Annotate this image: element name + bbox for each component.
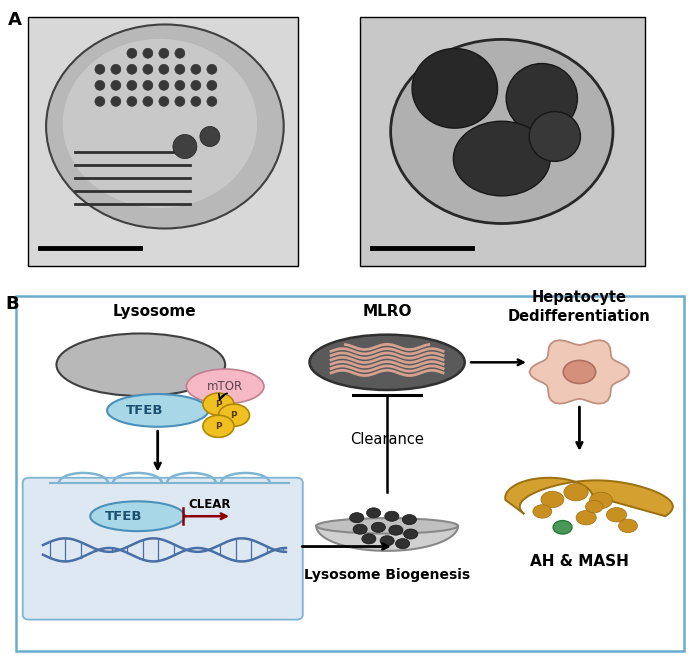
Text: P: P: [230, 411, 237, 420]
Circle shape: [395, 538, 409, 548]
Circle shape: [127, 48, 137, 58]
Ellipse shape: [186, 369, 264, 403]
Circle shape: [159, 80, 169, 90]
Text: Hepatocyte
Dedifferentiation: Hepatocyte Dedifferentiation: [508, 290, 651, 324]
Circle shape: [95, 80, 105, 90]
Circle shape: [207, 96, 217, 106]
Circle shape: [203, 415, 234, 438]
Circle shape: [380, 536, 394, 546]
Ellipse shape: [57, 333, 225, 396]
Circle shape: [143, 80, 153, 90]
Circle shape: [207, 80, 217, 90]
Ellipse shape: [529, 112, 580, 162]
Text: Lysosome Biogenesis: Lysosome Biogenesis: [304, 568, 470, 582]
Ellipse shape: [506, 63, 578, 133]
Circle shape: [143, 48, 153, 58]
Polygon shape: [505, 478, 673, 516]
Text: TFEB: TFEB: [105, 510, 143, 523]
Text: MLRO: MLRO: [363, 305, 412, 319]
Text: P: P: [215, 399, 222, 409]
Ellipse shape: [107, 394, 209, 427]
Text: AH & MASH: AH & MASH: [530, 554, 629, 569]
Ellipse shape: [454, 121, 550, 196]
Polygon shape: [316, 526, 458, 551]
Text: B: B: [6, 295, 19, 313]
FancyBboxPatch shape: [16, 296, 684, 651]
Ellipse shape: [412, 49, 498, 128]
Circle shape: [353, 524, 368, 534]
Circle shape: [191, 64, 201, 74]
Circle shape: [159, 48, 169, 58]
Circle shape: [385, 511, 399, 521]
Bar: [360, 17, 645, 266]
Circle shape: [191, 96, 201, 106]
Text: TFEB: TFEB: [125, 404, 163, 417]
Circle shape: [175, 64, 185, 74]
Circle shape: [111, 80, 121, 90]
Circle shape: [159, 64, 169, 74]
Text: A: A: [8, 11, 22, 29]
Circle shape: [585, 500, 603, 513]
Circle shape: [564, 361, 596, 383]
Circle shape: [564, 484, 588, 501]
Circle shape: [111, 96, 121, 106]
Circle shape: [127, 80, 137, 90]
Ellipse shape: [46, 25, 284, 228]
Circle shape: [533, 505, 552, 518]
Circle shape: [589, 492, 612, 508]
Circle shape: [367, 508, 381, 518]
Circle shape: [207, 64, 217, 74]
Text: Clearance: Clearance: [350, 432, 424, 447]
Text: Lysosome: Lysosome: [113, 305, 196, 319]
Circle shape: [541, 491, 564, 508]
Circle shape: [127, 64, 137, 74]
Circle shape: [404, 529, 418, 539]
Circle shape: [218, 404, 249, 426]
Ellipse shape: [391, 39, 613, 224]
Ellipse shape: [63, 39, 257, 208]
Circle shape: [203, 393, 234, 415]
Circle shape: [553, 520, 572, 534]
Text: P: P: [215, 422, 222, 431]
Circle shape: [127, 96, 137, 106]
Circle shape: [175, 80, 185, 90]
Circle shape: [191, 80, 201, 90]
Circle shape: [350, 512, 364, 523]
Circle shape: [143, 64, 153, 74]
Circle shape: [95, 64, 105, 74]
Circle shape: [371, 522, 386, 532]
Circle shape: [159, 96, 169, 106]
Text: CLEAR: CLEAR: [188, 498, 230, 511]
Text: mTOR: mTOR: [207, 380, 243, 393]
Ellipse shape: [309, 335, 465, 390]
Polygon shape: [529, 340, 629, 403]
Circle shape: [606, 508, 627, 522]
Circle shape: [362, 534, 376, 544]
Circle shape: [111, 64, 121, 74]
Circle shape: [200, 126, 220, 146]
Circle shape: [143, 96, 153, 106]
Circle shape: [389, 525, 403, 535]
Circle shape: [402, 514, 416, 524]
Circle shape: [619, 519, 638, 532]
Circle shape: [576, 510, 596, 525]
FancyBboxPatch shape: [22, 478, 303, 620]
Ellipse shape: [316, 518, 458, 534]
Circle shape: [175, 48, 185, 58]
Circle shape: [95, 96, 105, 106]
Ellipse shape: [90, 501, 185, 531]
Circle shape: [173, 134, 197, 158]
Bar: [28, 17, 298, 266]
Circle shape: [175, 96, 185, 106]
